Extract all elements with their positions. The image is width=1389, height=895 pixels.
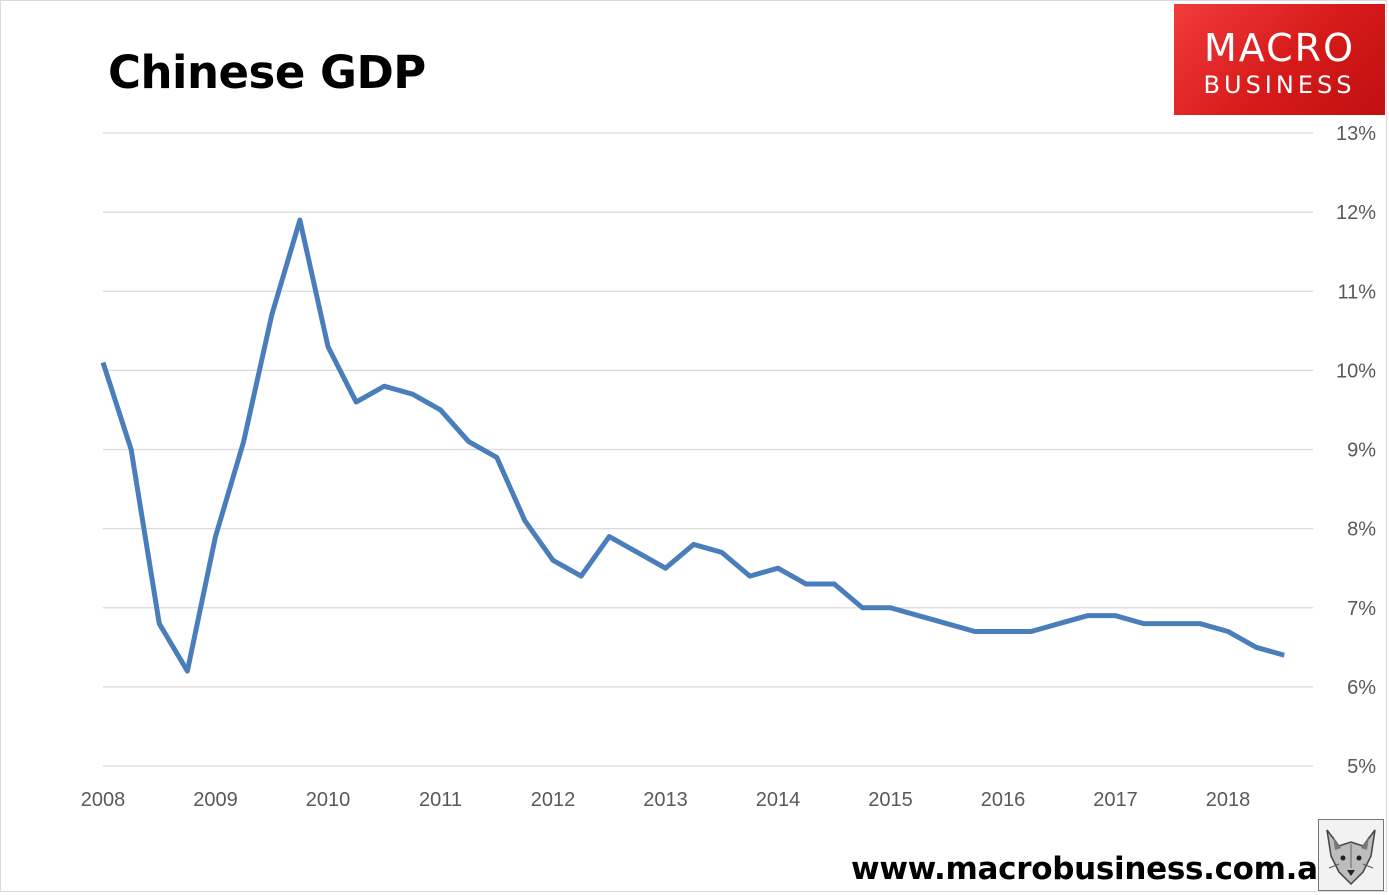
gdp-series-line xyxy=(100,217,1285,674)
x-tick-label: 2017 xyxy=(1093,789,1138,811)
y-tick-label: 9% xyxy=(1347,440,1376,462)
fox-emblem-icon xyxy=(1318,819,1384,891)
gridlines xyxy=(103,132,1313,767)
x-tick-label: 2016 xyxy=(981,789,1026,811)
x-tick-label: 2012 xyxy=(531,789,576,811)
y-tick-label: 13% xyxy=(1336,123,1376,145)
x-tick-label: 2010 xyxy=(306,789,351,811)
chart-title: Chinese GDP xyxy=(108,46,426,99)
y-axis-tick-labels: 5% 6% 7% 8% 9% 10% 11% 12% 13% xyxy=(1336,123,1376,778)
x-tick-label: 2014 xyxy=(756,789,801,811)
x-tick-label: 2009 xyxy=(193,789,238,811)
y-tick-label: 11% xyxy=(1337,281,1376,303)
logo-line-2: BUSINESS xyxy=(1203,71,1356,99)
logo-line-1: MACRO xyxy=(1204,26,1355,70)
y-tick-label: 12% xyxy=(1336,202,1376,224)
x-tick-label: 2015 xyxy=(868,789,913,811)
y-tick-label: 7% xyxy=(1347,598,1376,620)
y-tick-label: 8% xyxy=(1347,519,1376,541)
x-tick-label: 2013 xyxy=(643,789,688,811)
y-tick-label: 5% xyxy=(1347,756,1376,778)
website-url: www.macrobusiness.com.au xyxy=(851,851,1340,887)
x-tick-label: 2008 xyxy=(81,789,126,811)
x-axis-tick-labels: 2008 2009 2010 2011 2012 2013 2014 2015 2016 2017… xyxy=(81,789,1251,811)
y-tick-label: 6% xyxy=(1347,677,1376,699)
y-tick-label: 10% xyxy=(1336,360,1376,382)
x-tick-label: 2011 xyxy=(419,789,462,811)
macrobusiness-logo: MACRO BUSINESS xyxy=(1174,4,1385,115)
series-group xyxy=(100,217,1285,674)
x-tick-label: 2018 xyxy=(1206,789,1251,811)
